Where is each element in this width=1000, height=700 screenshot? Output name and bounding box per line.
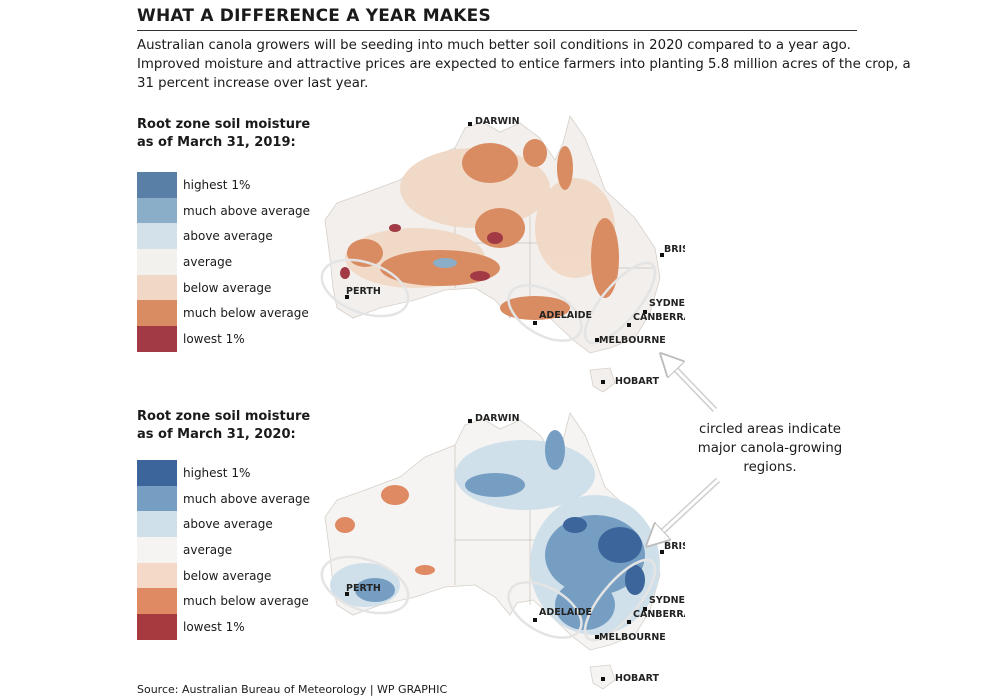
legend-swatch	[137, 197, 177, 224]
legend-swatch	[137, 326, 177, 352]
legend-2020: highest 1% much above average above aver…	[137, 460, 310, 640]
city-markers	[345, 419, 664, 681]
city-markers	[345, 122, 664, 384]
legend-label: lowest 1%	[183, 619, 245, 634]
map-2019: DARWIN BRISBANE PERTH SYDNEY ADELAIDE CA…	[320, 115, 685, 393]
legend-item: above average	[137, 511, 310, 538]
legend-label: above average	[183, 229, 273, 244]
city-label-brisbane: BRISBANE	[664, 541, 685, 552]
legend-title-line: as of March 31, 2019:	[137, 135, 296, 150]
annotation-line: circled areas indicate	[699, 422, 841, 437]
intro-line: Improved moisture and attractive prices …	[137, 57, 911, 72]
canola-region-circles	[320, 555, 657, 642]
legend-item: above average	[137, 223, 310, 250]
legend-swatch	[137, 485, 177, 512]
city-label-canberra: CANBERRA	[633, 312, 685, 323]
city-label-hobart: HOBART	[615, 376, 660, 387]
city-label-darwin: DARWIN	[475, 413, 520, 424]
moisture-highest-1pct	[563, 517, 645, 595]
moisture-lowest-1pct	[340, 224, 503, 281]
legend-swatch	[137, 172, 177, 198]
legend-swatch	[137, 223, 177, 250]
legend-title-2019: Root zone soil moisture as of March 31, …	[137, 116, 310, 152]
legend-swatch	[137, 537, 177, 563]
legend-label: below average	[183, 280, 272, 295]
moisture-above-average	[433, 258, 457, 268]
city-label-canberra: CANBERRA	[633, 609, 685, 620]
annotation-line: regions.	[743, 460, 797, 475]
legend-item: average	[137, 537, 310, 563]
legend-swatch	[137, 588, 177, 615]
city-label-melbourne: MELBOURNE	[599, 335, 666, 346]
legend-swatch	[137, 249, 177, 275]
legend-item: much above average	[137, 485, 311, 512]
city-label-darwin: DARWIN	[475, 116, 520, 127]
city-label-sydney: SYDNEY	[649, 595, 685, 606]
title-divider	[137, 30, 857, 31]
legend-label: lowest 1%	[183, 331, 245, 346]
legend-swatch	[137, 614, 177, 640]
legend-item: lowest 1%	[137, 326, 310, 352]
annotation-text: circled areas indicate major canola-grow…	[690, 420, 850, 477]
legend-item: average	[137, 249, 310, 275]
intro-line: 31 percent increase over last year.	[137, 76, 369, 91]
legend-title-line: Root zone soil moisture	[137, 409, 311, 424]
legend-label: average	[183, 254, 233, 269]
legend-item: highest 1%	[137, 460, 310, 486]
map-2020: DARWIN BRISBANE PERTH SYDNEY ADELAIDE CA…	[320, 412, 685, 690]
city-label-perth: PERTH	[346, 583, 381, 594]
legend-swatch	[137, 460, 177, 486]
city-label-melbourne: MELBOURNE	[599, 632, 666, 643]
moisture-much-below-average	[335, 485, 435, 575]
legend-label: highest 1%	[183, 465, 251, 480]
legend-label: much below average	[183, 594, 309, 609]
legend-swatch	[137, 300, 177, 327]
legend-label: above average	[183, 517, 273, 532]
legend-title-line: as of March 31, 2020:	[137, 427, 296, 442]
legend-item: much above average	[137, 197, 311, 224]
moisture-much-below-average	[347, 139, 619, 320]
city-label-brisbane: BRISBANE	[664, 244, 685, 255]
legend-item: lowest 1%	[137, 614, 310, 640]
page-title: WHAT A DIFFERENCE A YEAR MAKES	[137, 6, 491, 26]
legend-label: much above average	[183, 491, 311, 506]
legend-swatch	[137, 562, 177, 589]
legend-label: much below average	[183, 306, 309, 321]
legend-title-2020: Root zone soil moisture as of March 31, …	[137, 408, 310, 444]
intro-text: Australian canola growers will be seedin…	[137, 36, 911, 93]
legend-label: much above average	[183, 203, 311, 218]
city-label-sydney: SYDNEY	[649, 298, 685, 309]
intro-line: Australian canola growers will be seedin…	[137, 38, 851, 53]
legend-label: below average	[183, 568, 272, 583]
legend-swatch	[137, 274, 177, 301]
legend-item: below average	[137, 562, 310, 589]
city-label-hobart: HOBART	[615, 673, 660, 684]
legend-item: below average	[137, 274, 310, 301]
city-label-adelaide: ADELAIDE	[539, 310, 592, 321]
legend-swatch	[137, 511, 177, 538]
legend-label: highest 1%	[183, 177, 251, 192]
legend-2019: highest 1% much above average above aver…	[137, 172, 310, 352]
canola-region-circles	[320, 258, 657, 345]
legend-item: much below average	[137, 300, 310, 327]
city-label-adelaide: ADELAIDE	[539, 607, 592, 618]
legend-item: highest 1%	[137, 172, 310, 198]
source-credit: Source: Australian Bureau of Meteorology…	[137, 683, 448, 696]
legend-title-line: Root zone soil moisture	[137, 117, 311, 132]
city-label-perth: PERTH	[346, 286, 381, 297]
legend-item: much below average	[137, 588, 310, 615]
legend-label: average	[183, 542, 233, 557]
annotation-line: major canola-growing	[697, 441, 843, 456]
